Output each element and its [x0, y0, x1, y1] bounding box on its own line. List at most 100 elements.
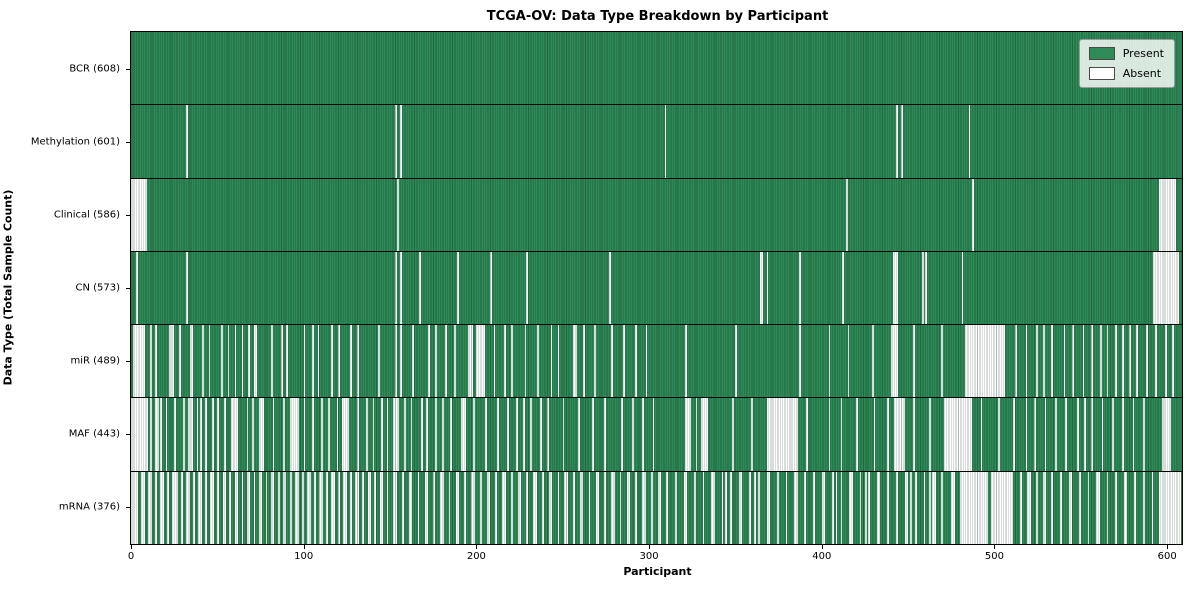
- absent-stripe: [840, 398, 843, 471]
- absent-stripe: [1111, 398, 1114, 471]
- absent-stripe: [759, 251, 764, 325]
- absent-stripe: [944, 398, 972, 471]
- x-tick-mark: [649, 545, 651, 549]
- absent-stripe: [887, 398, 890, 471]
- absent-stripe: [312, 398, 315, 471]
- absent-stripe: [1051, 471, 1054, 544]
- absent-stripe: [409, 471, 413, 544]
- absent-stripe: [270, 471, 275, 544]
- absent-stripe: [355, 471, 359, 544]
- absent-stripe: [1134, 471, 1137, 544]
- y-tick-mark: [126, 288, 130, 289]
- absent-stripe: [550, 325, 553, 398]
- absent-stripe: [674, 471, 677, 544]
- absent-stripe: [258, 471, 263, 544]
- absent-stripe: [1054, 398, 1057, 471]
- absent-stripe: [402, 471, 404, 544]
- absent-stripe: [693, 471, 696, 544]
- absent-stripe: [504, 325, 506, 398]
- y-tick-label: Methylation (601): [30, 136, 120, 148]
- absent-stripe: [1153, 251, 1180, 325]
- absent-stripe: [400, 251, 403, 325]
- absent-stripe: [155, 398, 159, 471]
- absent-stripe: [901, 105, 903, 178]
- absent-stripe: [281, 325, 283, 398]
- absent-stripe: [873, 398, 876, 471]
- absent-stripe: [179, 325, 182, 398]
- absent-stripe: [849, 471, 853, 544]
- absent-stripe: [526, 471, 529, 544]
- absent-stripe: [887, 471, 890, 544]
- absent-stripe: [319, 471, 323, 544]
- absent-stripe: [683, 471, 688, 544]
- absent-stripe: [1013, 398, 1016, 471]
- absent-stripe: [303, 325, 306, 398]
- x-tick-mark: [1167, 545, 1169, 549]
- absent-stripe: [828, 398, 831, 471]
- absent-stripe: [635, 325, 637, 398]
- absent-stripe: [547, 398, 549, 471]
- absent-stripe: [593, 325, 596, 398]
- absent-stripe: [738, 471, 743, 544]
- absent-stripe: [642, 398, 644, 471]
- absent-stripe: [868, 471, 871, 544]
- absent-stripe: [182, 398, 185, 471]
- absent-stripe: [666, 471, 669, 544]
- absent-stripe: [486, 471, 491, 544]
- absent-stripe: [160, 398, 163, 471]
- absent-stripe: [253, 471, 256, 544]
- absent-stripe: [479, 471, 482, 544]
- x-tick-label: 0: [127, 551, 135, 562]
- absent-stripe: [940, 471, 943, 544]
- absent-stripe: [1042, 325, 1045, 398]
- legend-entry-absent: Absent: [1088, 67, 1164, 80]
- absent-stripe: [338, 325, 340, 398]
- absent-stripe: [198, 471, 202, 544]
- absent-stripe: [695, 398, 698, 471]
- absent-stripe: [189, 325, 194, 398]
- absent-stripe: [282, 471, 287, 544]
- absent-stripe: [904, 471, 909, 544]
- absent-stripe: [502, 471, 506, 544]
- absent-stripe: [909, 471, 912, 544]
- absent-stripe: [201, 325, 204, 398]
- absent-stripe: [395, 105, 397, 178]
- absent-stripe: [338, 471, 340, 544]
- x-axis-label: Participant: [623, 565, 692, 578]
- y-tick-label: Clinical (586): [53, 209, 120, 221]
- absent-stripe: [251, 398, 254, 471]
- absent-stripe: [626, 471, 631, 544]
- absent-stripe: [396, 178, 399, 251]
- absent-stripe: [441, 398, 444, 471]
- absent-stripe: [222, 471, 226, 544]
- absent-stripe: [155, 325, 157, 398]
- heatmap-row-methylation: [131, 105, 1182, 179]
- absent-stripe: [327, 398, 330, 471]
- absent-stripe: [896, 105, 898, 178]
- absent-stripe: [410, 398, 413, 471]
- absent-stripe: [510, 471, 513, 544]
- absent-stripe: [265, 471, 268, 544]
- absent-stripe: [529, 398, 532, 471]
- absent-stripe: [921, 251, 924, 325]
- absent-stripe: [272, 398, 275, 471]
- heatmap-row-maf: [131, 398, 1182, 472]
- absent-stripe: [220, 325, 223, 398]
- absent-stripe: [573, 325, 577, 398]
- absent-stripe: [516, 398, 518, 471]
- absent-stripe: [711, 471, 715, 544]
- legend-entry-present: Present: [1088, 47, 1164, 60]
- absent-stripe: [490, 251, 492, 325]
- absent-stripe: [847, 325, 850, 398]
- absent-stripe: [1042, 471, 1047, 544]
- absent-stripe: [141, 471, 145, 544]
- absent-stripe: [1122, 325, 1124, 398]
- absent-stripe: [892, 251, 898, 325]
- absent-stripe: [536, 325, 539, 398]
- absent-stripe: [448, 471, 451, 544]
- absent-stripe: [1068, 471, 1073, 544]
- absent-stripe: [217, 471, 220, 544]
- absent-stripe: [1091, 398, 1093, 471]
- absent-stripe: [1077, 398, 1080, 471]
- absent-stripe: [357, 398, 359, 471]
